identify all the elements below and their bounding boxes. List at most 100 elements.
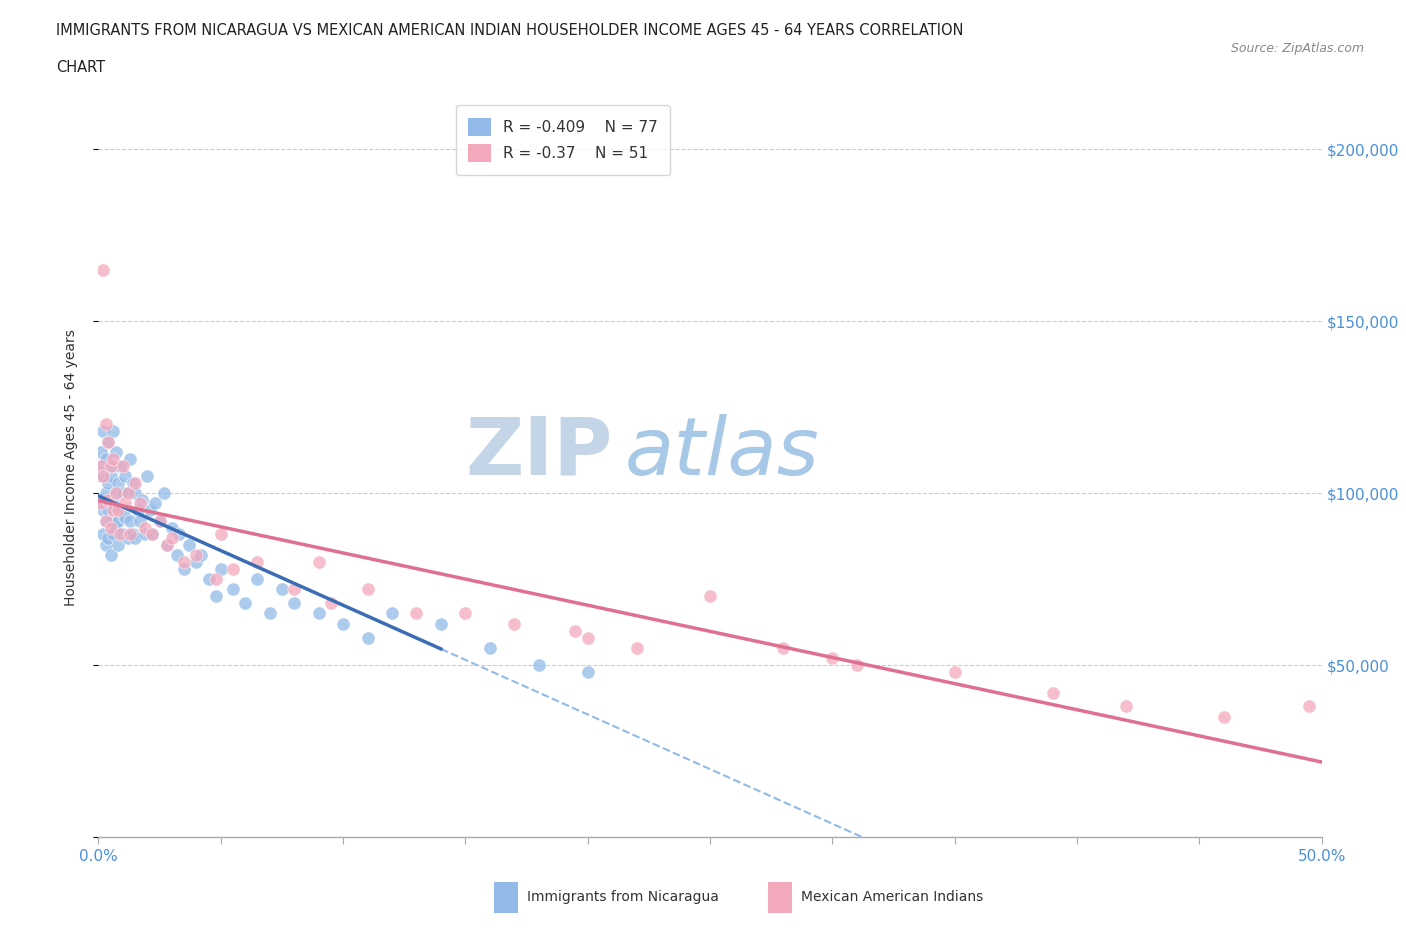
Point: [104, 485, 127, 500]
Point: [101, 496, 124, 511]
Point: [141, 527, 163, 542]
Point: [129, 513, 152, 528]
Point: [90, 496, 112, 511]
Point: [156, 538, 179, 552]
Text: ZIP: ZIP: [465, 414, 612, 492]
Point: [356, 582, 378, 597]
Point: [111, 458, 134, 473]
Point: [190, 548, 212, 563]
Point: [943, 665, 966, 680]
Point: [160, 520, 183, 535]
Point: [110, 458, 132, 473]
Point: [90, 469, 112, 484]
Point: [259, 606, 281, 621]
Point: [94, 485, 117, 500]
Point: [173, 554, 195, 569]
Point: [100, 520, 122, 535]
Point: [308, 606, 330, 621]
Text: Immigrants from Nicaragua: Immigrants from Nicaragua: [527, 890, 718, 905]
Point: [91, 503, 114, 518]
Point: [97, 434, 120, 449]
Point: [117, 485, 139, 500]
Point: [129, 496, 152, 511]
Point: [101, 527, 124, 542]
Point: [91, 458, 114, 473]
Point: [503, 617, 526, 631]
Point: [209, 527, 232, 542]
Point: [131, 493, 153, 508]
Point: [91, 527, 114, 542]
Point: [101, 451, 124, 466]
Point: [107, 538, 129, 552]
Point: [197, 572, 219, 587]
Point: [117, 530, 139, 545]
Point: [101, 458, 124, 473]
Point: [167, 527, 190, 542]
Point: [97, 434, 120, 449]
Point: [576, 665, 599, 680]
Point: [845, 658, 868, 672]
Point: [205, 589, 228, 604]
Point: [101, 424, 124, 439]
Point: [270, 582, 294, 597]
Text: IMMIGRANTS FROM NICARAGUA VS MEXICAN AMERICAN INDIAN HOUSEHOLDER INCOME AGES 45 : IMMIGRANTS FROM NICARAGUA VS MEXICAN AME…: [56, 23, 963, 38]
Point: [104, 445, 127, 459]
Point: [478, 641, 501, 656]
Point: [107, 503, 129, 518]
Point: [1042, 685, 1064, 700]
Point: [149, 513, 172, 528]
Point: [127, 503, 149, 518]
Point: [104, 520, 127, 535]
Point: [100, 548, 122, 563]
Point: [283, 582, 305, 597]
Point: [143, 496, 166, 511]
Point: [308, 554, 330, 569]
Point: [134, 520, 156, 535]
Point: [120, 527, 142, 542]
Point: [124, 475, 146, 490]
Point: [141, 527, 163, 542]
Point: [173, 562, 195, 577]
Point: [454, 606, 477, 621]
Text: atlas: atlas: [624, 414, 820, 492]
Point: [101, 503, 124, 518]
Point: [626, 641, 648, 656]
Point: [97, 530, 120, 545]
Point: [90, 458, 112, 473]
Point: [110, 503, 132, 518]
Point: [576, 631, 599, 645]
Legend: R = -0.409    N = 77, R = -0.37    N = 51: R = -0.409 N = 77, R = -0.37 N = 51: [456, 105, 671, 175]
Point: [97, 475, 120, 490]
Point: [114, 510, 136, 525]
Point: [94, 538, 117, 552]
Point: [91, 469, 114, 484]
Point: [430, 617, 453, 631]
Point: [120, 513, 142, 528]
Point: [177, 538, 200, 552]
Point: [100, 469, 122, 484]
Point: [134, 527, 156, 542]
Point: [91, 424, 114, 439]
Point: [136, 469, 159, 484]
Point: [186, 548, 208, 563]
Point: [110, 527, 132, 542]
Point: [1115, 698, 1137, 713]
Point: [205, 572, 228, 587]
Point: [94, 513, 117, 528]
Point: [100, 458, 122, 473]
Point: [91, 262, 114, 277]
Point: [121, 527, 143, 542]
Point: [90, 493, 112, 508]
Point: [121, 475, 143, 490]
Point: [332, 617, 354, 631]
Point: [94, 417, 117, 432]
Text: Mexican American Indians: Mexican American Indians: [801, 890, 984, 905]
Point: [111, 527, 134, 542]
Point: [222, 582, 245, 597]
Point: [120, 451, 142, 466]
Point: [527, 658, 550, 672]
Point: [156, 538, 179, 552]
Point: [186, 554, 208, 569]
Point: [124, 530, 146, 545]
Point: [139, 503, 162, 518]
